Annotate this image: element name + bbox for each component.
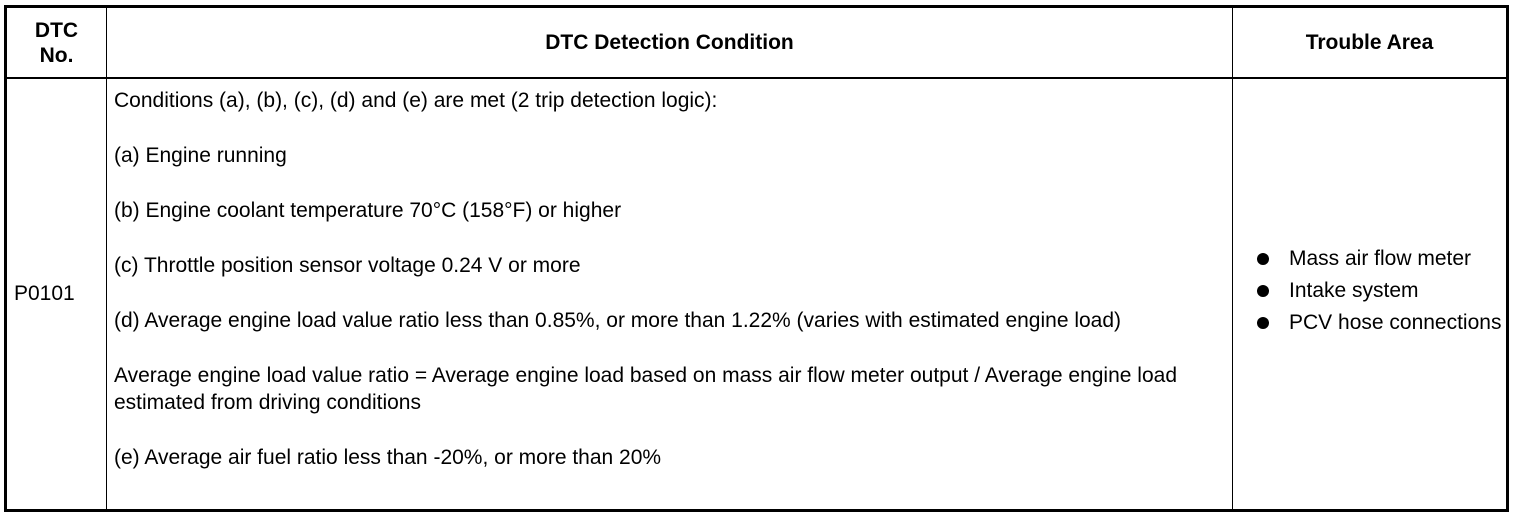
header-dtc-no-line2: No. (39, 43, 74, 67)
detection-conditions: Conditions (a), (b), (c), (d) and (e) ar… (106, 77, 1233, 511)
list-item: Mass air flow meter (1253, 244, 1506, 274)
list-item: Intake system (1253, 276, 1506, 306)
trouble-area-label: Intake system (1289, 279, 1419, 302)
condition-d: (d) Average engine load value ratio less… (114, 309, 1122, 332)
bullet-icon (1257, 317, 1269, 329)
list-item: PCV hose connections (1253, 308, 1506, 338)
header-dtc-no-line1: DTC (34, 18, 79, 42)
header-dtc-no: DTC No. (5, 6, 107, 79)
trouble-area-list: Mass air flow meter Intake system PCV ho… (1253, 244, 1506, 338)
header-row: DTC No. DTC Detection Condition Trouble … (5, 6, 1508, 79)
trouble-area-cell: Mass air flow meter Intake system PCV ho… (1232, 77, 1508, 511)
condition-ratio-definition: Average engine load value ratio = Averag… (114, 364, 1177, 414)
condition-e: (e) Average air fuel ratio less than -20… (114, 446, 662, 469)
bullet-icon (1257, 285, 1269, 297)
trouble-area-label: PCV hose connections (1289, 311, 1502, 334)
table-row: P0101 Conditions (a), (b), (c), (d) and … (5, 77, 1508, 511)
dtc-code: P0101 (5, 77, 107, 511)
condition-b: (b) Engine coolant temperature 70°C (158… (114, 199, 622, 222)
trouble-area-label: Mass air flow meter (1289, 247, 1472, 270)
header-detection-condition: DTC Detection Condition (106, 6, 1233, 79)
condition-c: (c) Throttle position sensor voltage 0.2… (114, 254, 581, 277)
dtc-table: DTC No. DTC Detection Condition Trouble … (4, 5, 1509, 512)
condition-intro: Conditions (a), (b), (c), (d) and (e) ar… (114, 89, 718, 112)
bullet-icon (1257, 253, 1269, 265)
condition-a: (a) Engine running (114, 144, 287, 167)
header-trouble-area: Trouble Area (1232, 6, 1508, 79)
